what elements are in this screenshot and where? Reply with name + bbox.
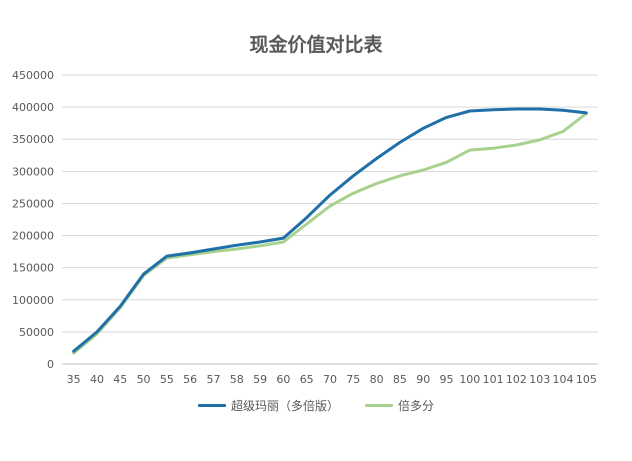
y-tick-label: 150000 [12, 262, 54, 275]
x-tick-label: 56 [183, 373, 197, 386]
x-tick-label: 75 [346, 373, 360, 386]
chart-title: 现金价值对比表 [249, 34, 383, 56]
x-tick-label: 95 [440, 373, 454, 386]
x-tick-label: 70 [323, 373, 337, 386]
y-axis-ticks: 0 50000 100000 150000 200000 250000 300000 3500… [12, 69, 54, 371]
legend-swatch-series-1 [197, 404, 226, 407]
legend-swatch-series-2 [365, 404, 393, 407]
y-tick-label: 200000 [12, 230, 54, 243]
x-tick-label: 104 [553, 373, 574, 386]
x-tick-label: 45 [113, 373, 127, 386]
series-line-1[interactable] [72, 107, 588, 353]
x-tick-label: 90 [416, 373, 430, 386]
y-tick-label: 450000 [12, 69, 54, 82]
series-lines [72, 107, 588, 355]
x-tick-label: 57 [206, 373, 220, 386]
x-tick-label: 40 [90, 373, 104, 386]
x-tick-label: 102 [506, 373, 527, 386]
x-tick-label: 105 [576, 373, 597, 386]
y-tick-label: 100000 [12, 294, 54, 307]
y-tick-label: 0 [47, 358, 54, 371]
legend-label-series-2: 倍多分 [398, 399, 435, 413]
y-tick-label: 300000 [12, 165, 54, 178]
x-tick-label: 50 [137, 373, 151, 386]
x-tick-label: 80 [370, 373, 384, 386]
legend: 超级玛丽（多倍版） 倍多分 [0, 397, 632, 414]
x-tick-label: 100 [459, 373, 480, 386]
x-axis-ticks: 35 40 45 50 55 56 57 58 59 60 65 70 75 80 85 90 95 100 101… [67, 373, 597, 386]
y-tick-label: 250000 [12, 197, 54, 210]
x-tick-label: 35 [67, 373, 81, 386]
legend-item-series-1[interactable]: 超级玛丽（多倍版） [197, 397, 339, 414]
x-tick-label: 65 [300, 373, 314, 386]
y-tick-label: 50000 [19, 326, 54, 339]
x-tick-label: 58 [230, 373, 244, 386]
x-tick-label: 55 [160, 373, 174, 386]
legend-item-series-2[interactable]: 倍多分 [365, 397, 434, 414]
x-tick-label: 60 [276, 373, 290, 386]
y-tick-label: 400000 [12, 101, 54, 114]
x-tick-label: 59 [253, 373, 267, 386]
x-tick-label: 85 [393, 373, 407, 386]
y-tick-label: 350000 [12, 133, 54, 146]
gridlines [62, 74, 598, 365]
series-line-2[interactable] [72, 112, 588, 355]
x-tick-label: 101 [483, 373, 504, 386]
x-tick-label: 103 [529, 373, 550, 386]
legend-label-series-1: 超级玛丽（多倍版） [230, 399, 339, 413]
